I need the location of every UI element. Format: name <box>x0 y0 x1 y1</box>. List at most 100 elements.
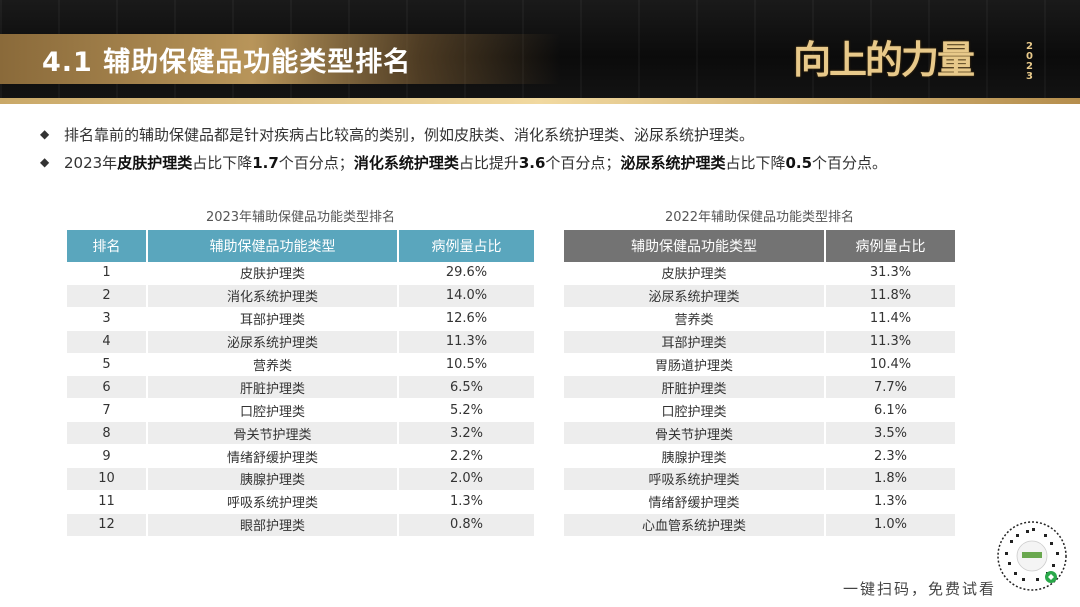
table-row: 胰腺护理类 2.3% <box>564 445 955 469</box>
diamond-bullet-icon: ◆ <box>40 155 50 169</box>
qr-caption: 一键扫码，免费试看 <box>843 580 997 598</box>
table-cell: 1.0% <box>826 513 955 537</box>
table-cell: 心血管系统护理类 <box>564 513 826 537</box>
title-band <box>0 34 560 84</box>
table-2022: 辅助保健品功能类型 病例量占比 皮肤护理类 31.3% 泌尿系统护理类 11.8% 营养… <box>564 230 955 537</box>
table-cell: 11.8% <box>826 284 955 308</box>
page-header: 4.1 辅助保健品功能类型排名 向上的力量 2023 <box>0 0 1080 104</box>
table-row: 口腔护理类 6.1% <box>564 399 955 423</box>
table-cell: 7 <box>67 399 148 423</box>
table-row: 9 情绪舒缓护理类 2.2% <box>67 445 534 469</box>
table-cell: 11.3% <box>826 330 955 354</box>
table-row: 5 营养类 10.5% <box>67 353 534 377</box>
table-cell: 3 <box>67 307 148 331</box>
table-cell: 骨关节护理类 <box>148 422 399 446</box>
table-cell: 2.3% <box>826 445 955 469</box>
table-row: 8 骨关节护理类 3.2% <box>67 422 534 446</box>
table-cell: 1 <box>67 262 148 285</box>
bullet-highlight: 3.6 <box>518 153 546 172</box>
table-cell: 胰腺护理类 <box>148 468 399 491</box>
summary-bullets: ◆ 排名靠前的辅助保健品都是针对疾病占比较高的类别，例如皮肤类、消化系统护理类、… <box>40 120 1040 176</box>
column-header: 辅助保健品功能类型 <box>148 230 399 262</box>
table-cell: 14.0% <box>399 284 534 308</box>
table-cell: 泌尿系统护理类 <box>564 284 826 308</box>
bullet-segment: 占比提升 <box>458 153 519 172</box>
table-row: 皮肤护理类 31.3% <box>564 262 955 285</box>
table-cell: 耳部护理类 <box>564 330 826 354</box>
bullet-item: ◆ 2023年皮肤护理类占比下降1.7个百分点；消化系统护理类占比提升3.6个百… <box>40 148 1040 176</box>
column-header: 排名 <box>67 230 148 262</box>
table-row: 7 口腔护理类 5.2% <box>67 399 534 423</box>
table-row: 骨关节护理类 3.5% <box>564 422 955 446</box>
table-row: 11 呼吸系统护理类 1.3% <box>67 490 534 514</box>
table-cell: 2 <box>67 284 148 308</box>
page-title: 4.1 辅助保健品功能类型排名 <box>42 47 412 78</box>
table-row: 3 耳部护理类 12.6% <box>67 307 534 331</box>
table-row: 6 肝脏护理类 6.5% <box>67 376 534 400</box>
table-row: 10 胰腺护理类 2.0% <box>67 468 534 491</box>
column-header: 病例量占比 <box>826 230 955 262</box>
table-row: 营养类 11.4% <box>564 307 955 331</box>
table-cell: 皮肤护理类 <box>564 262 826 285</box>
table-cell: 12.6% <box>399 307 534 331</box>
diamond-bullet-icon: ◆ <box>40 127 50 141</box>
bullet-highlight: 消化系统护理类 <box>353 153 459 172</box>
bullet-highlight: 泌尿系统护理类 <box>620 153 726 172</box>
table-cell: 情绪舒缓护理类 <box>148 445 399 469</box>
table-cell: 营养类 <box>564 307 826 331</box>
table-cell: 胰腺护理类 <box>564 445 826 469</box>
table-row: 12 眼部护理类 0.8% <box>67 513 534 537</box>
table-cell: 肝脏护理类 <box>564 376 826 400</box>
table-row: 泌尿系统护理类 11.8% <box>564 284 955 308</box>
table-row: 4 泌尿系统护理类 11.3% <box>67 330 534 354</box>
table-cell: 4 <box>67 330 148 354</box>
qr-code-icon[interactable] <box>996 520 1068 592</box>
bullet-item: ◆ 排名靠前的辅助保健品都是针对疾病占比较高的类别，例如皮肤类、消化系统护理类、… <box>40 120 1040 148</box>
table-cell: 眼部护理类 <box>148 513 399 537</box>
table-cell: 12 <box>67 513 148 537</box>
table-cell: 胃肠道护理类 <box>564 353 826 377</box>
bullet-highlight: 1.7 <box>252 153 279 172</box>
table-cell: 1.3% <box>826 490 955 514</box>
header-gold-divider <box>0 98 1080 104</box>
table-cell: 11 <box>67 490 148 514</box>
table-cell: 6.5% <box>399 376 534 400</box>
table-cell: 肝脏护理类 <box>148 376 399 400</box>
table-cell: 5.2% <box>399 399 534 423</box>
table-row: 胃肠道护理类 10.4% <box>564 353 955 377</box>
brand-logo-year: 2023 <box>1026 41 1033 82</box>
bullet-segment: 个百分点。 <box>812 153 888 172</box>
table-cell: 6.1% <box>826 399 955 423</box>
table-cell: 皮肤护理类 <box>148 262 399 285</box>
table-row: 2 消化系统护理类 14.0% <box>67 284 534 308</box>
table-cell: 29.6% <box>399 262 534 285</box>
table-row: 情绪舒缓护理类 1.3% <box>564 490 955 514</box>
table-cell: 呼吸系统护理类 <box>564 468 826 491</box>
bullet-highlight: 皮肤护理类 <box>117 153 193 172</box>
table-cell: 6 <box>67 376 148 400</box>
table-cell: 7.7% <box>826 376 955 400</box>
table-cell: 2.0% <box>399 468 534 491</box>
bullet-highlight: 0.5 <box>785 153 813 172</box>
table-row: 1 皮肤护理类 29.6% <box>67 262 534 285</box>
table-cell: 2.2% <box>399 445 534 469</box>
table-cell: 1.8% <box>826 468 955 491</box>
table-cell: 10.5% <box>399 353 534 377</box>
table-cell: 消化系统护理类 <box>148 284 399 308</box>
table-cell: 呼吸系统护理类 <box>148 490 399 514</box>
table-row: 肝脏护理类 7.7% <box>564 376 955 400</box>
bullet-segment: 占比下降 <box>725 153 786 172</box>
table-cell: 情绪舒缓护理类 <box>564 490 826 514</box>
table-cell: 营养类 <box>148 353 399 377</box>
bullet-segment: 个百分点； <box>545 153 621 172</box>
brand-logo: 向上的力量 2023 <box>793 36 1043 86</box>
bullet-text: 排名靠前的辅助保健品都是针对疾病占比较高的类别，例如皮肤类、消化系统护理类、泌尿… <box>64 124 754 145</box>
table-cell: 3.5% <box>826 422 955 446</box>
bullet-segment: 占比下降 <box>192 153 253 172</box>
table-2023: 排名 辅助保健品功能类型 病例量占比 1 皮肤护理类 29.6% 2 消化系统护理类 14… <box>67 230 534 537</box>
table-header-row: 辅助保健品功能类型 病例量占比 <box>564 230 955 262</box>
table-body: 皮肤护理类 31.3% 泌尿系统护理类 11.8% 营养类 11.4% 耳部护理类 11.3%… <box>564 262 955 537</box>
bullet-segment: 个百分点； <box>278 153 354 172</box>
table-row: 耳部护理类 11.3% <box>564 330 955 354</box>
bullet-segment: 排名靠前的辅助保健品都是针对疾病占比较高的类别，例如皮肤类、消化系统护理类、泌尿… <box>64 125 755 144</box>
